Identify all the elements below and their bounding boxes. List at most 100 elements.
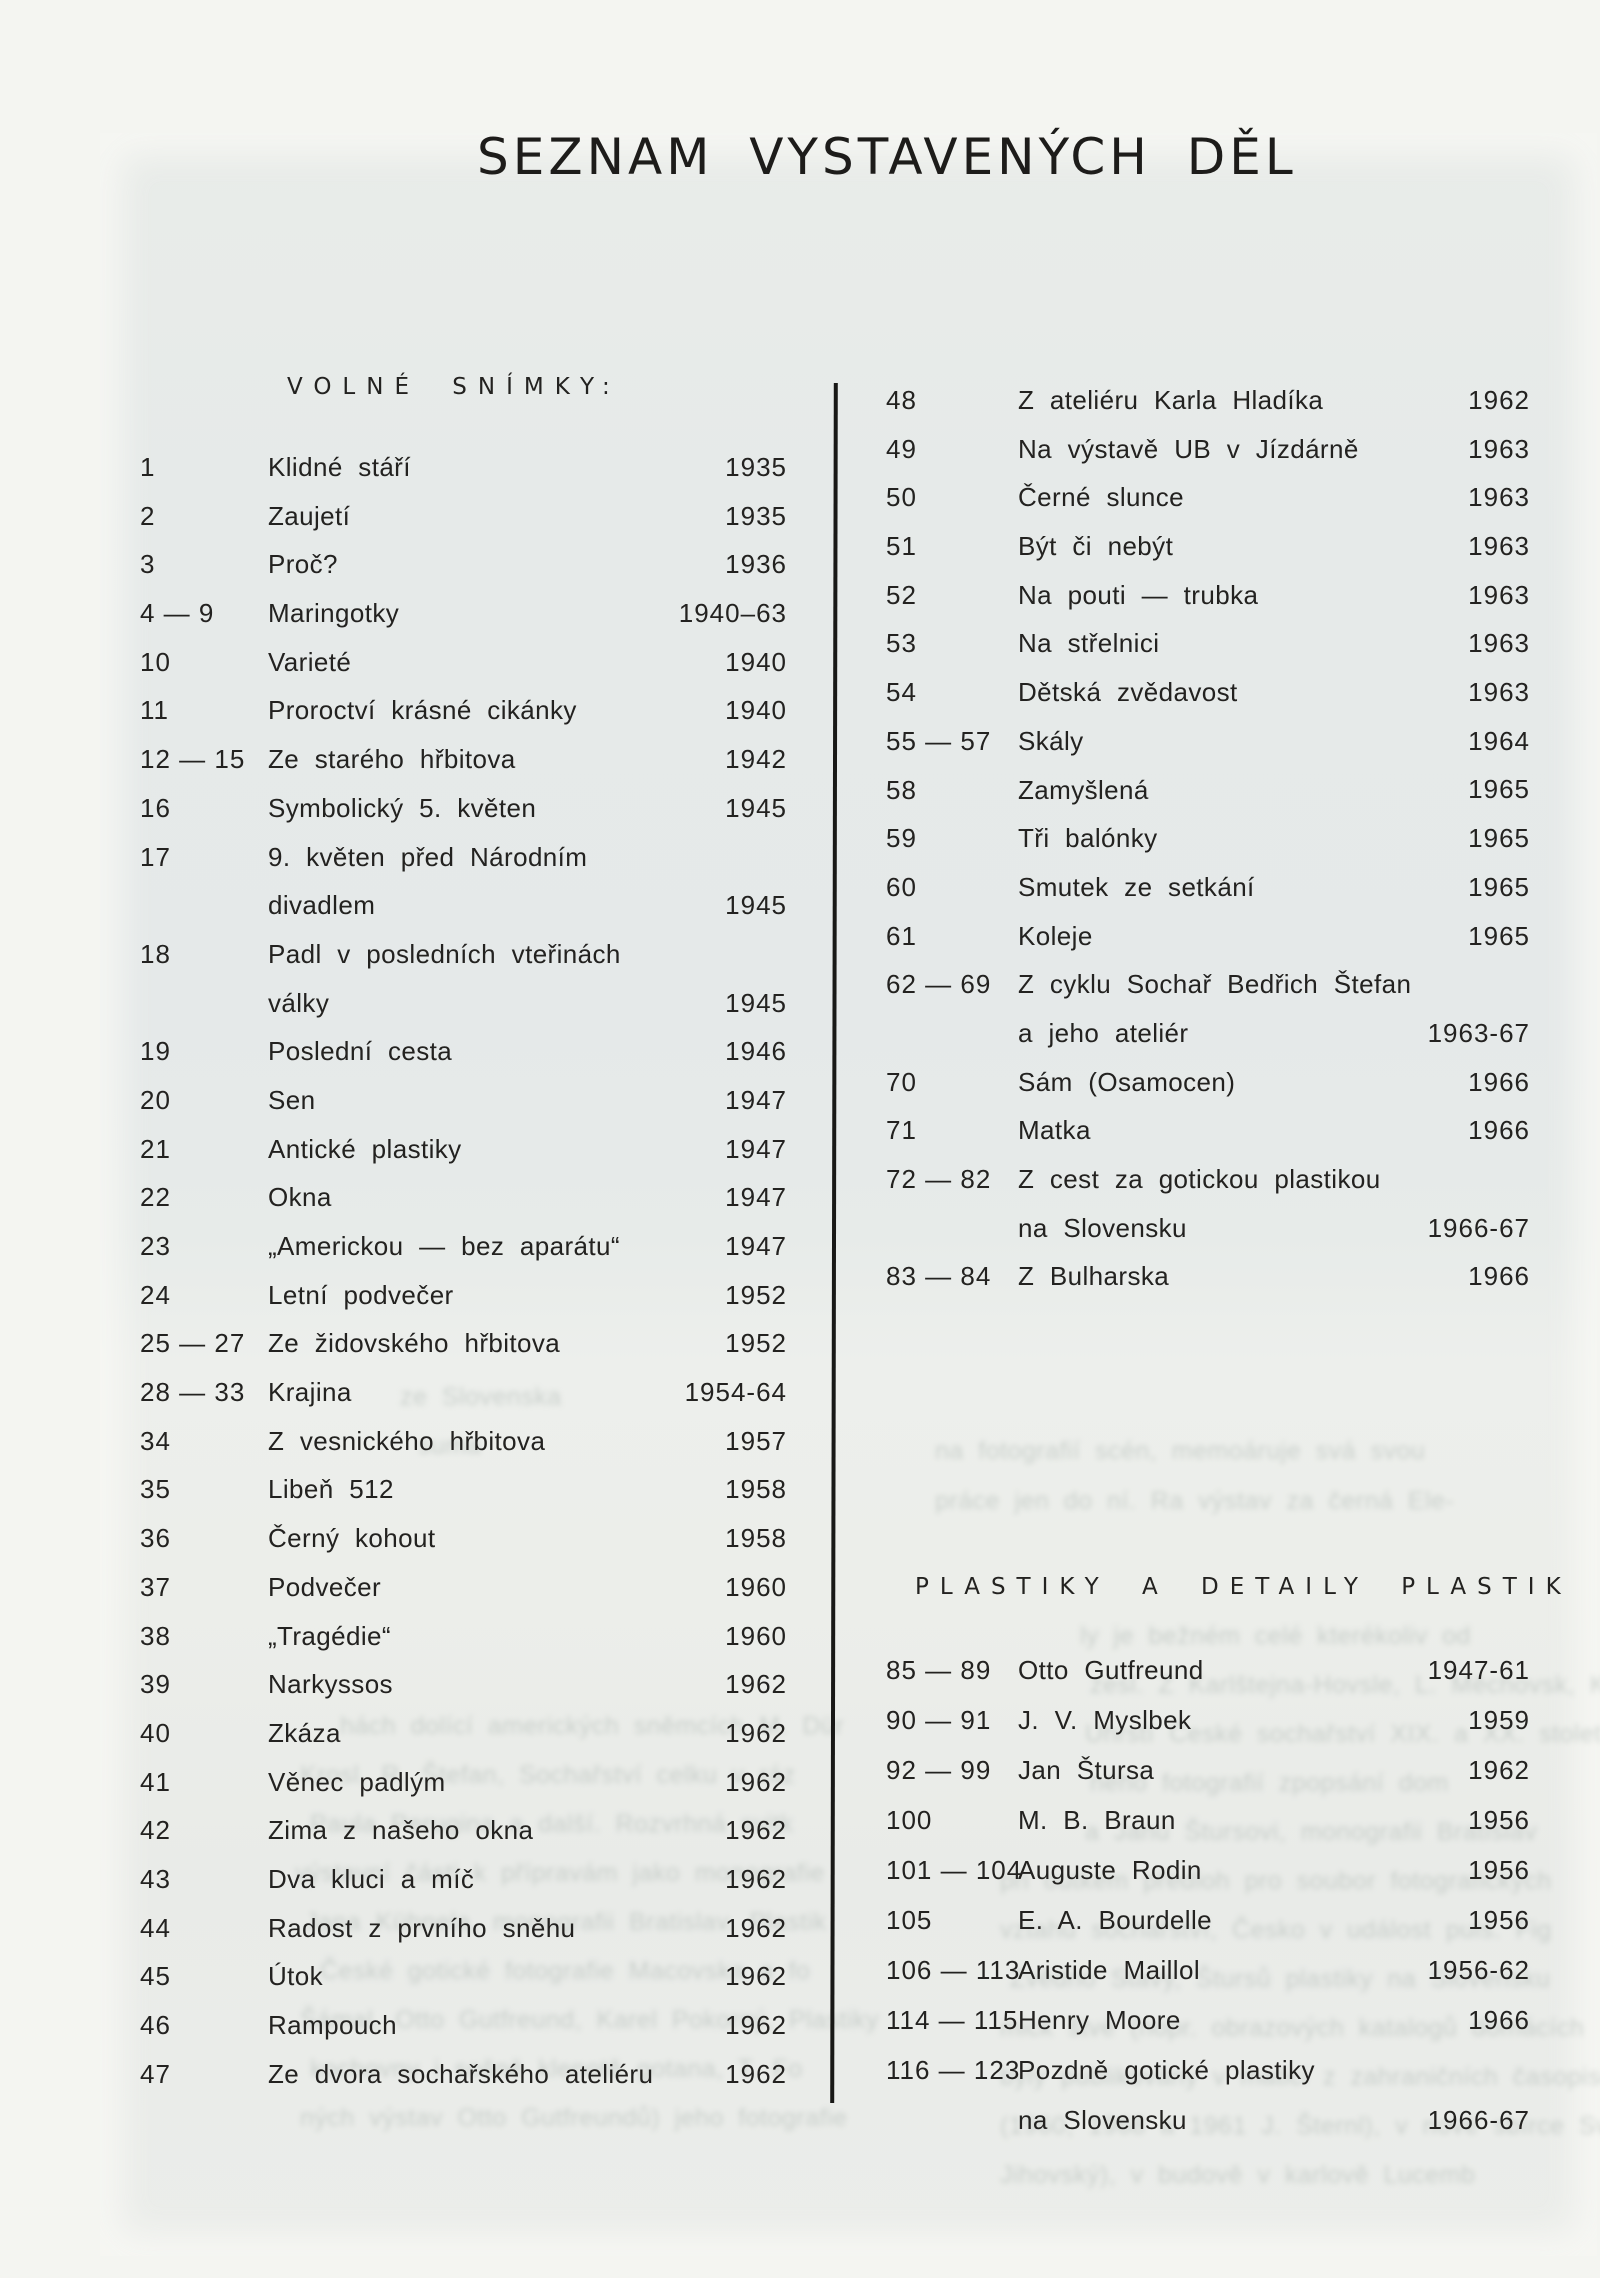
item-number: 16 <box>140 792 171 823</box>
item-year: 1962 <box>725 1912 787 1943</box>
item-title-lines: Na střelnici <box>1018 619 1418 668</box>
item-number: 44 <box>140 1912 171 1943</box>
item-number: 100 <box>886 1805 933 1835</box>
item-title: Zamyšlená <box>1018 774 1149 805</box>
list-item: 10 Varieté 1940 <box>140 638 787 687</box>
item-title: Proč? <box>268 549 338 580</box>
list-item: 62 — 69 Z cyklu Sochař Bedřich Štefan a je… <box>886 960 1530 1057</box>
item-title-lines: J. V. Myslbek <box>1018 1695 1418 1745</box>
page-title: SEZNAM VYSTAVENÝCH DĚL <box>477 128 1297 186</box>
item-number: 105 <box>886 1905 933 1935</box>
item-year: 1965 <box>1468 871 1530 902</box>
item-year: 1956 <box>1468 1905 1530 1935</box>
item-year: 1966 <box>1468 1066 1530 1097</box>
item-title: Ze dvora sochařského ateliéru <box>268 2058 654 2089</box>
item-title: Na pouti — trubka <box>1018 579 1259 610</box>
list-item: 3 Proč? 1936 <box>140 540 787 589</box>
item-number: 55 — 57 <box>886 725 992 756</box>
list-item: 85 — 89 Otto Gutfreund 1947-61 <box>886 1645 1530 1695</box>
item-number: 61 <box>886 920 917 951</box>
item-number: 83 — 84 <box>886 1261 992 1292</box>
item-title: Z vesnického hřbitova <box>268 1425 546 1456</box>
item-title-lines: Z vesnického hřbitova <box>268 1417 675 1466</box>
item-title-lines: „Americkou — bez aparátu“ <box>268 1222 675 1271</box>
item-title: Skály <box>1018 725 1084 756</box>
list-item: 42 Zima z našeho okna 1962 <box>140 1806 787 1855</box>
item-number: 22 <box>140 1182 171 1213</box>
item-title-lines: Na pouti — trubka <box>1018 571 1418 620</box>
item-title: „Americkou — bez aparátu“ <box>268 1231 620 1262</box>
item-title: Radost z prvního sněhu <box>268 1912 576 1943</box>
list-item: 12 — 15 Ze starého hřbitova 1942 <box>140 735 787 784</box>
item-title: Z cest za gotickou plastikou <box>1018 1164 1381 1195</box>
item-year: 1945 <box>725 792 787 823</box>
item-number: 59 <box>886 823 917 854</box>
item-number: 45 <box>140 1961 171 1992</box>
item-number: 49 <box>886 433 917 464</box>
item-title-lines: Ze starého hřbitova <box>268 735 675 784</box>
item-year: 1963 <box>1468 531 1530 562</box>
item-number: 114 — 115 <box>886 2005 1019 2035</box>
list-item: 4 — 9 Maringotky 1940–63 <box>140 589 787 638</box>
list-item: 24 Letní podvečer 1952 <box>140 1271 787 1320</box>
list-item: 50 Černé slunce 1963 <box>886 473 1530 522</box>
item-year: 1947 <box>725 1182 787 1213</box>
list-item: 71 Matka 1966 <box>886 1106 1530 1155</box>
item-year: 1966 <box>1468 2005 1530 2035</box>
item-title: Symbolický 5. květen <box>268 792 537 823</box>
item-title: Auguste Rodin <box>1018 1855 1202 1885</box>
item-year: 1965 <box>1468 774 1530 805</box>
item-number: 101 — 104 <box>886 1855 1023 1885</box>
item-number: 51 <box>886 531 917 562</box>
item-number: 39 <box>140 1669 171 1700</box>
item-number: 106 — 113 <box>886 1955 1021 1985</box>
item-title: Maringotky <box>268 598 400 629</box>
item-title: Ze starého hřbitova <box>268 744 516 775</box>
item-number: 40 <box>140 1717 171 1748</box>
item-title: Podvečer <box>268 1571 382 1602</box>
item-year: 1957 <box>725 1425 787 1456</box>
list-item: 54 Dětská zvědavost 1963 <box>886 668 1530 717</box>
item-year: 1963 <box>1468 628 1530 659</box>
item-number: 116 — 123 <box>886 2055 1021 2085</box>
item-number: 70 <box>886 1066 917 1097</box>
scanned-page-panel <box>100 133 1597 2256</box>
item-year: 1966 <box>1468 1261 1530 1292</box>
item-title-lines: Padl v posledních vteřinách války <box>268 930 675 1027</box>
list-item: 72 — 82 Z cest za gotickou plastikou na Sl… <box>886 1155 1530 1252</box>
list-item: 52 Na pouti — trubka 1963 <box>886 571 1530 620</box>
item-title: Černý kohout <box>268 1523 436 1554</box>
item-title: Na střelnici <box>1018 628 1160 659</box>
item-year: 1958 <box>725 1523 787 1554</box>
list-item: 25 — 27 Ze židovského hřbitova 1952 <box>140 1319 787 1368</box>
item-number: 42 <box>140 1815 171 1846</box>
item-year: 1962 <box>725 1669 787 1700</box>
item-year: 1946 <box>725 1036 787 1067</box>
item-number: 34 <box>140 1425 171 1456</box>
item-year: 1956 <box>1468 1855 1530 1885</box>
item-year: 1945 <box>725 987 787 1018</box>
item-number: 19 <box>140 1036 171 1067</box>
item-title: Na výstavě UB v Jízdárně <box>1018 433 1359 464</box>
list-item: 35 Libeň 512 1958 <box>140 1465 787 1514</box>
list-item: 21 Antické plastiky 1947 <box>140 1125 787 1174</box>
item-title: války <box>268 987 330 1018</box>
list-item: 55 — 57 Skály 1964 <box>886 717 1530 766</box>
item-number: 38 <box>140 1620 171 1651</box>
item-title: „Tragédie“ <box>268 1620 391 1651</box>
list-item: 22 Okna 1947 <box>140 1173 787 1222</box>
item-number: 20 <box>140 1084 171 1115</box>
item-title-lines: Henry Moore <box>1018 1995 1418 2045</box>
list-item: 44 Radost z prvního sněhu 1962 <box>140 1904 787 1953</box>
item-title-lines: M. B. Braun <box>1018 1795 1418 1845</box>
item-title: Antické plastiky <box>268 1133 462 1164</box>
list-item: 28 — 33 Krajina 1954-64 <box>140 1368 787 1417</box>
item-title: Okna <box>268 1182 332 1213</box>
item-title-lines: Matka <box>1018 1106 1418 1155</box>
item-title: Narkyssos <box>268 1669 393 1700</box>
item-title-lines: Tři balónky <box>1018 814 1418 863</box>
item-title: Smutek ze setkání <box>1018 871 1255 902</box>
item-year: 1936 <box>725 549 787 580</box>
list-plastiky: 85 — 89 Otto Gutfreund 1947-61 90 — 91 J. V.… <box>886 1645 1530 2145</box>
item-number: 50 <box>886 482 917 513</box>
